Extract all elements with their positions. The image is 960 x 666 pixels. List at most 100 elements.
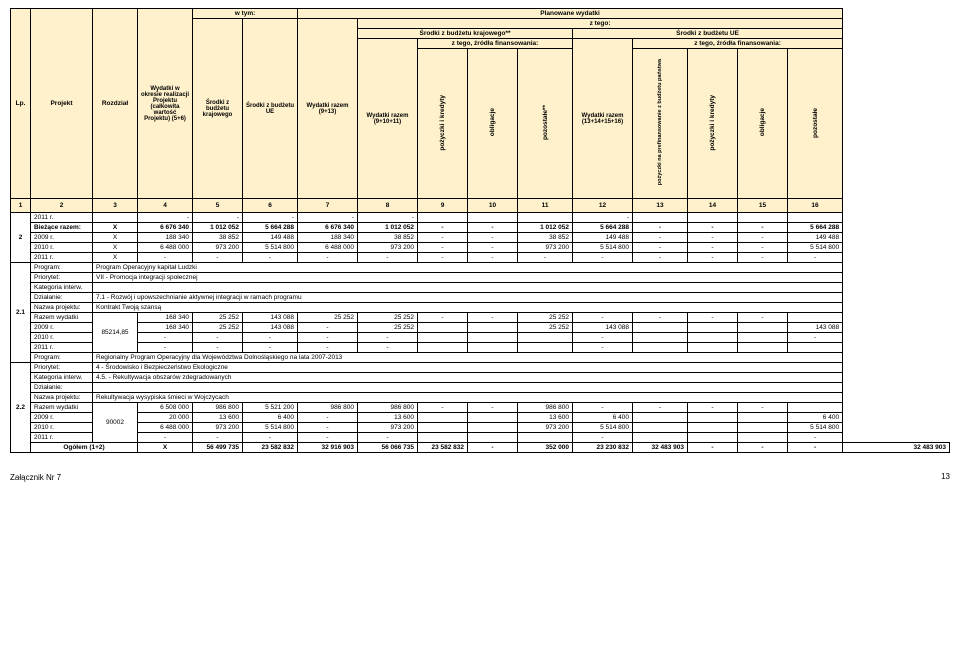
cell: - (633, 223, 688, 233)
table-row: Razem wydatki 85214,85 168 340 25 252 14… (11, 313, 950, 323)
cell: Działanie: (31, 383, 93, 393)
cell: - (298, 433, 358, 443)
col-srodkiue2: Środki z budżetu UE (573, 29, 843, 39)
cell (633, 423, 688, 433)
cell (518, 433, 573, 443)
cell: - (573, 313, 633, 323)
cell: X (138, 443, 193, 453)
cell: X (93, 233, 138, 243)
colnum: 10 (468, 199, 518, 213)
cell (468, 213, 518, 223)
table-row: 2009 r. X 188 340 38 852 149 488 188 340… (11, 233, 950, 243)
table-row: Kategoria interw. 4.5. - Rekultywacja ob… (11, 373, 950, 383)
footer-right: 13 (10, 472, 950, 481)
cell: - (468, 253, 518, 263)
cell: 168 340 (138, 313, 193, 323)
cell: - (468, 313, 518, 323)
cell: 986 800 (193, 403, 243, 413)
cell: 7.1 - Rozwój i upowszechnianie aktywnej … (93, 293, 843, 303)
table-row: 2009 r. 20 000 13 600 6 400 - 13 600 13 … (11, 413, 950, 423)
cell: Program: (31, 263, 93, 273)
col-srodki-kraj: Środki z budżetu krajowego (193, 19, 243, 199)
cell: - (468, 243, 518, 253)
cell: 143 088 (573, 323, 633, 333)
cell: 6 400 (788, 413, 843, 423)
cell: Priorytet: (31, 273, 93, 283)
cell: 143 088 (788, 323, 843, 333)
cell (418, 413, 468, 423)
col-wtym: w tym: (193, 9, 298, 19)
cell: - (738, 233, 788, 243)
cell: - (573, 403, 633, 413)
cell: 13 600 (358, 413, 418, 423)
cell: - (738, 253, 788, 263)
cell: Rekultywacja wysypiska śmieci w Wojczyca… (93, 393, 843, 403)
cell: 6 676 340 (298, 223, 358, 233)
cell: - (633, 403, 688, 413)
cell: - (298, 323, 358, 333)
cell: 5 514 800 (243, 423, 298, 433)
cell: - (243, 333, 298, 343)
cell (688, 343, 738, 353)
cell (418, 323, 468, 333)
cell: - (193, 333, 243, 343)
cell: - (243, 213, 298, 223)
cell: VII - Promocja integracji społecznej (93, 273, 843, 283)
col-wydatki91011: Wydatki razem (9+10+11) (358, 39, 418, 199)
cell: - (468, 443, 518, 453)
cell: - (573, 213, 633, 223)
cell (633, 323, 688, 333)
cell (738, 333, 788, 343)
cell: - (688, 233, 738, 243)
cell (788, 403, 843, 413)
cell: 25 252 (518, 323, 573, 333)
cell: - (138, 253, 193, 263)
cell: - (688, 403, 738, 413)
cell: 2009 r. (31, 413, 93, 423)
cell: X (93, 253, 138, 263)
cell: - (688, 223, 738, 233)
cell: 2009 r. (31, 233, 93, 243)
cell (633, 333, 688, 343)
cell: 38 852 (518, 233, 573, 243)
cell: - (243, 343, 298, 353)
cell: - (298, 333, 358, 343)
cell: 2011 r. (31, 213, 93, 223)
cell: 149 488 (788, 233, 843, 243)
cell: 149 488 (243, 233, 298, 243)
cell: 25 252 (518, 313, 573, 323)
cell: 5 514 800 (788, 243, 843, 253)
cell (633, 433, 688, 443)
col-pozyczki2: pożyczki i kredyty (688, 49, 738, 199)
cell: 6 488 000 (298, 243, 358, 253)
cell: 6 488 000 (138, 423, 193, 433)
cell (688, 323, 738, 333)
cell: 56 499 735 (193, 443, 243, 453)
cell (738, 413, 788, 423)
cell: 5 664 288 (243, 223, 298, 233)
cell: 13 600 (193, 413, 243, 423)
colnum: 1 (11, 199, 31, 213)
cell (468, 343, 518, 353)
cell: Priorytet: (31, 363, 93, 373)
cell: - (358, 213, 418, 223)
cell: Program: (31, 353, 93, 363)
cell: - (633, 313, 688, 323)
col-wydatki913: Wydatki razem (9+13) (298, 19, 358, 199)
cell: - (358, 433, 418, 443)
table-row: 2011 r. - - - - - - - (11, 433, 950, 443)
colnum: 13 (633, 199, 688, 213)
cell (738, 433, 788, 443)
table-row: 2010 r. 6 488 000 973 200 5 514 800 - 97… (11, 423, 950, 433)
colnum: 11 (518, 199, 573, 213)
colnum: 4 (138, 199, 193, 213)
cell: - (243, 253, 298, 263)
cell (633, 413, 688, 423)
cell: 23 582 832 (243, 443, 298, 453)
table-row: Nazwa projektu: Kontrakt Twoją szansą (11, 303, 950, 313)
cell: - (738, 443, 788, 453)
cell (93, 283, 843, 293)
cell: 973 200 (193, 423, 243, 433)
cell: 4.5. - Rekultywacja obszarów zdegradowan… (93, 373, 843, 383)
cell: 1 012 052 (358, 223, 418, 233)
